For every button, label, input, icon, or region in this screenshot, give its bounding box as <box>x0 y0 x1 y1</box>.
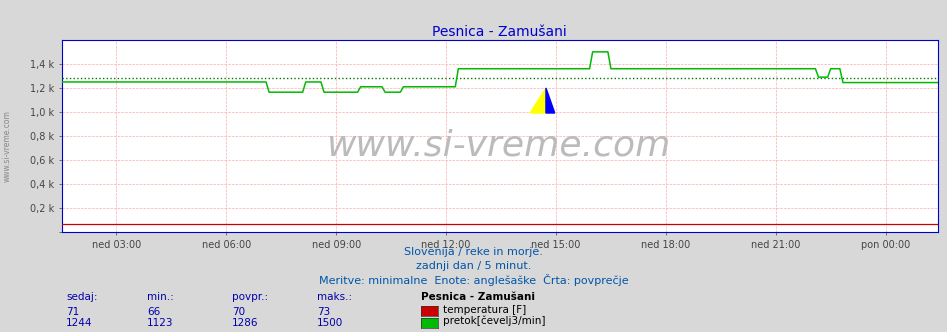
Polygon shape <box>530 88 546 113</box>
Text: 1123: 1123 <box>147 318 173 328</box>
Text: www.si-vreme.com: www.si-vreme.com <box>328 129 671 163</box>
Text: zadnji dan / 5 minut.: zadnji dan / 5 minut. <box>416 261 531 271</box>
Text: sedaj:: sedaj: <box>66 292 98 302</box>
Text: pretok[čevelj3/min]: pretok[čevelj3/min] <box>443 316 545 326</box>
Text: min.:: min.: <box>147 292 173 302</box>
Text: Slovenija / reke in morje.: Slovenija / reke in morje. <box>404 247 543 257</box>
Polygon shape <box>546 88 555 113</box>
Text: www.si-vreme.com: www.si-vreme.com <box>3 110 12 182</box>
Text: temperatura [F]: temperatura [F] <box>443 305 527 315</box>
Text: 73: 73 <box>317 307 331 317</box>
Text: 70: 70 <box>232 307 245 317</box>
Text: Pesnica - Zamušani: Pesnica - Zamušani <box>421 292 535 302</box>
Text: povpr.:: povpr.: <box>232 292 268 302</box>
Text: 66: 66 <box>147 307 160 317</box>
Text: 71: 71 <box>66 307 80 317</box>
Text: 1500: 1500 <box>317 318 344 328</box>
Text: 1286: 1286 <box>232 318 259 328</box>
Title: Pesnica - Zamušani: Pesnica - Zamušani <box>432 25 567 39</box>
Text: Meritve: minimalne  Enote: anglešaške  Črta: povprečje: Meritve: minimalne Enote: anglešaške Črt… <box>319 274 628 286</box>
Text: 1244: 1244 <box>66 318 93 328</box>
Text: maks.:: maks.: <box>317 292 352 302</box>
